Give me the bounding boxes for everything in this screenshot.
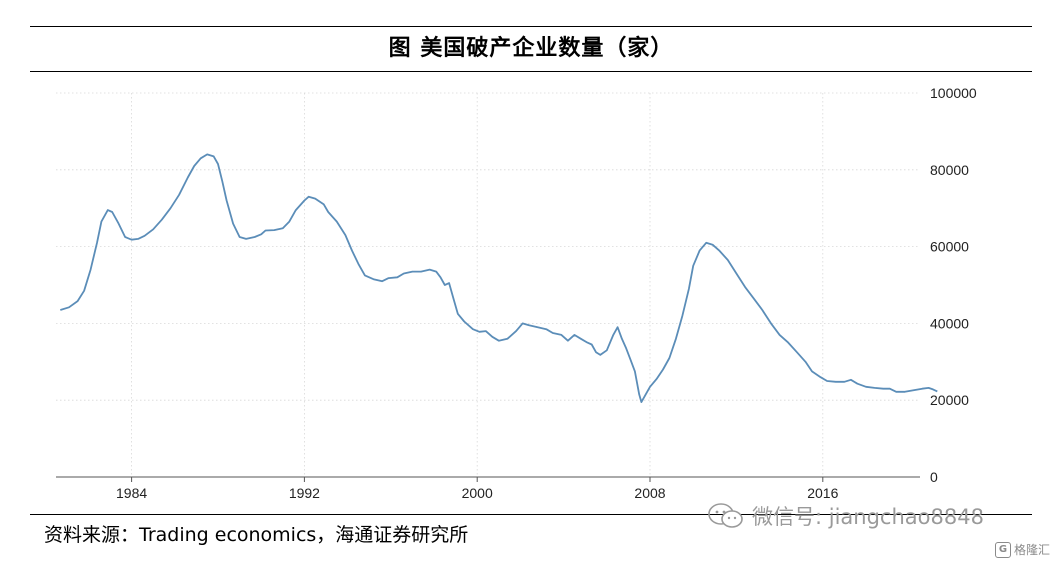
series-line <box>60 153 938 403</box>
gelonghui-logo: G 格隆汇 <box>994 541 1050 558</box>
x-tick-label-4: 2016 <box>807 485 838 501</box>
x-tick-label-0: 1984 <box>116 485 147 501</box>
title-top-rule <box>30 26 1032 27</box>
chart-grid <box>56 92 920 482</box>
y-tick-label-5: 100000 <box>930 85 977 101</box>
y-tick-label-1: 20000 <box>930 392 969 408</box>
wechat-icon <box>708 503 743 528</box>
footer-rule <box>30 514 1032 515</box>
y-tick-label-2: 40000 <box>930 315 969 331</box>
chart-ticks: 0 20000 40000 60000 80000 100000 1984 1992 2000 2… <box>116 85 977 501</box>
watermark-text: 微信号: jiangchao8848 <box>752 505 984 529</box>
source-note: 资料来源：Trading economics，海通证券研究所 <box>44 524 469 546</box>
x-tick-label-3: 2008 <box>634 485 665 501</box>
y-tick-label-3: 60000 <box>930 239 969 255</box>
logo-text: 格隆汇 <box>1013 543 1050 557</box>
wechat-watermark: 微信号: jiangchao8848 <box>706 500 984 532</box>
bankruptcy-line-chart: 0 20000 40000 60000 80000 100000 1984 1992 2000 2… <box>56 85 977 501</box>
gelonghui-logo-icon: G <box>994 541 1011 558</box>
title-bottom-rule <box>30 71 1032 72</box>
y-tick-label-4: 80000 <box>930 162 969 178</box>
x-tick-label-1: 1992 <box>289 485 320 501</box>
y-tick-label-0: 0 <box>930 469 938 485</box>
chart-title: 图 美国破产企业数量（家） <box>388 35 674 61</box>
x-tick-label-2: 2000 <box>462 485 493 501</box>
